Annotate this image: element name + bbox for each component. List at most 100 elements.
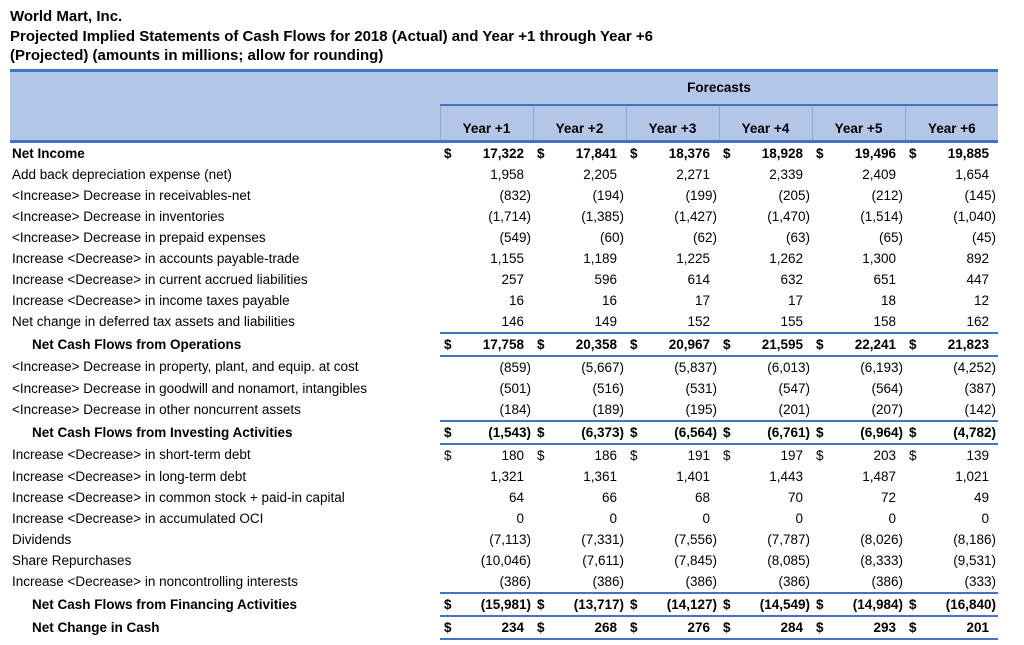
dollar-sign: $ xyxy=(816,596,824,612)
cell-value: 1,487 xyxy=(812,466,905,487)
header-spacer xyxy=(10,104,440,143)
cell-number: (564) xyxy=(871,380,903,396)
cell-number: (5,667) xyxy=(581,359,624,375)
dollar-sign: $ xyxy=(537,336,545,352)
cell-number: 0 xyxy=(702,510,710,526)
cell-number: (1,714) xyxy=(488,208,531,224)
cell-value: 0 xyxy=(533,508,626,529)
cell-number: 1,487 xyxy=(862,468,896,484)
cell-number: 293 xyxy=(873,619,896,635)
cell-value: (4,252) xyxy=(905,356,998,378)
dollar-sign: $ xyxy=(630,619,638,635)
row-label: <Increase> Decrease in property, plant, … xyxy=(12,359,359,374)
table-row: <Increase> Decrease in goodwill and nona… xyxy=(10,378,998,399)
cell-value: $191 xyxy=(626,444,719,466)
cell-number: 16 xyxy=(601,292,617,308)
cell-number: 632 xyxy=(780,271,803,287)
cell-number: (7,845) xyxy=(674,552,717,568)
cell-number: 234 xyxy=(501,619,524,635)
cell-value: $17,841 xyxy=(533,141,626,164)
forecasts-header: Forecasts xyxy=(440,68,999,106)
row-label: Net Cash Flows from Financing Activities xyxy=(32,596,298,612)
cell-value: (45) xyxy=(905,227,998,248)
cell-value: $268 xyxy=(533,614,626,640)
dollar-sign: $ xyxy=(630,424,638,440)
dollar-sign: $ xyxy=(630,145,638,161)
cell-value: $20,358 xyxy=(533,331,626,357)
column-header-year-2: Year +2 xyxy=(532,104,626,143)
table-row: Dividends (7,113) (7,331) (7,556) (7,787) (8,… xyxy=(10,529,998,550)
dollar-sign: $ xyxy=(630,336,638,352)
cell-number: (184) xyxy=(499,401,531,417)
cell-value: (501) xyxy=(440,378,533,399)
cell-number: 139 xyxy=(966,447,990,463)
cell-number: 64 xyxy=(508,489,524,505)
header-spacer xyxy=(10,68,440,105)
cell-number: 596 xyxy=(594,271,617,287)
cell-number: (60) xyxy=(599,229,624,245)
table-row: Increase <Decrease> in common stock + pa… xyxy=(10,487,998,508)
cell-value: (6,193) xyxy=(812,356,905,378)
cell-value: (189) xyxy=(533,399,626,421)
table-row: Increase <Decrease> in accounts payable-… xyxy=(10,248,998,269)
cell-number: (7,113) xyxy=(489,531,531,547)
cell-number: 1,300 xyxy=(862,250,896,266)
table-row: <Increase> Decrease in prepaid expenses (… xyxy=(10,227,998,248)
cell-number: (387) xyxy=(964,380,997,396)
cell-value: $ (14,984) xyxy=(812,591,905,617)
row-label: Net change in deferred tax assets and li… xyxy=(12,314,295,329)
table-row: Net Change in Cash $234 $268 $276 $284 $293 $2… xyxy=(10,614,999,640)
cell-number: (501) xyxy=(499,380,531,396)
cell-number: (7,787) xyxy=(767,531,810,547)
dollar-sign: $ xyxy=(444,145,452,161)
table-row: Net change in deferred tax assets and li… xyxy=(10,311,998,333)
cell-number: (199) xyxy=(685,187,717,203)
table-row: <Increase> Decrease in other noncurrent … xyxy=(10,399,998,421)
cell-number: 22,241 xyxy=(854,336,896,352)
cell-value: (8,026) xyxy=(812,529,905,550)
cell-value: $186 xyxy=(533,444,626,466)
dollar-sign: $ xyxy=(816,145,824,161)
cell-value: (1,040) xyxy=(905,206,998,227)
cell-number: (1,427) xyxy=(674,208,717,224)
cell-value: $ (6,761) xyxy=(719,419,812,445)
cell-value: (8,333) xyxy=(812,550,905,571)
cell-value: (6,013) xyxy=(719,356,812,378)
cell-number: (4,252) xyxy=(953,359,997,375)
cell-value: (62) xyxy=(626,227,719,248)
row-label: <Increase> Decrease in inventories xyxy=(12,208,225,224)
cell-value: $ (15,981) xyxy=(440,591,533,617)
column-header-year-6: Year +6 xyxy=(904,104,999,143)
cell-number: 20,967 xyxy=(668,336,710,352)
cell-number: (1,385) xyxy=(581,208,624,224)
cell-value: (8,085) xyxy=(719,550,812,571)
row-label: Net Income xyxy=(12,145,85,161)
cell-value: $197 xyxy=(719,444,812,466)
row-label: Increase <Decrease> in income taxes paya… xyxy=(12,292,290,308)
row-label: Net Cash Flows from Operations xyxy=(32,336,242,352)
cell-number: (212) xyxy=(871,187,903,203)
cell-number: 0 xyxy=(981,510,990,526)
cell-number: 1,225 xyxy=(676,250,710,266)
cell-value: 596 xyxy=(533,269,626,290)
cell-value: $22,241 xyxy=(812,331,905,357)
cell-number: 1,401 xyxy=(676,468,710,484)
column-header-year-4: Year +4 xyxy=(718,104,812,143)
cell-value: (333) xyxy=(905,571,998,593)
cell-value: (194) xyxy=(533,185,626,206)
cell-number: 21,595 xyxy=(761,336,803,352)
row-label: Increase <Decrease> in accounts payable-… xyxy=(12,250,300,266)
cell-number: 149 xyxy=(594,313,617,329)
cell-number: 18,376 xyxy=(668,145,710,161)
cell-value: (60) xyxy=(533,227,626,248)
cell-number: 203 xyxy=(873,447,896,463)
dollar-sign: $ xyxy=(444,596,452,612)
dollar-sign: $ xyxy=(630,447,638,463)
dollar-sign: $ xyxy=(816,619,824,635)
cell-number: 892 xyxy=(966,250,990,266)
table-row: Add back depreciation expense (net) 1,958… xyxy=(10,164,998,185)
cell-number: (516) xyxy=(592,380,624,396)
cell-value: 1,361 xyxy=(533,466,626,487)
cell-value: (386) xyxy=(812,571,905,593)
cell-value: 155 xyxy=(719,311,812,333)
